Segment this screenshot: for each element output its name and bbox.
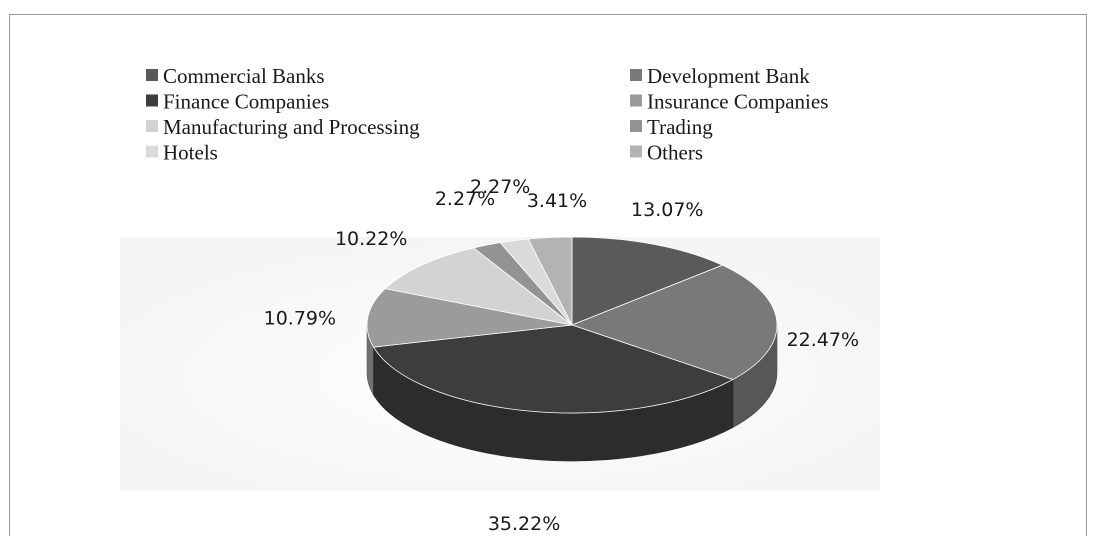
legend-swatch (630, 69, 642, 81)
legend-item-manufacturing-and-processing: Manufacturing and Processing (146, 115, 420, 139)
legend-item-trading: Trading (630, 115, 713, 139)
legend-label: Finance Companies (163, 90, 329, 114)
pie-chart: Commercial Banks Development Bank Finance … (120, 64, 880, 535)
pie (120, 236, 880, 491)
legend: Commercial Banks Development Bank Finance … (146, 64, 828, 165)
legend-item-finance-companies: Finance Companies (146, 90, 329, 114)
legend-swatch (146, 69, 158, 81)
legend-label: Insurance Companies (647, 90, 828, 114)
legend-item-insurance-companies: Insurance Companies (630, 90, 828, 114)
legend-swatch (630, 145, 642, 158)
data-label-finance-companies: 35.22% (488, 513, 560, 535)
chart-frame: Commercial Banks Development Bank Finance … (9, 14, 1087, 536)
legend-label: Commercial Banks (163, 64, 325, 88)
legend-swatch (630, 94, 642, 107)
data-labels: 13.07% 22.47% 35.22% 10.79% 10.22% 2.27%2.27%… (264, 176, 859, 535)
legend-swatch (146, 120, 158, 132)
data-label-development-bank: 22.47% (787, 329, 859, 351)
legend-label: Trading (647, 115, 713, 139)
data-label-manufacturing-and-processing: 10.22% (335, 228, 407, 250)
legend-item-others: Others (630, 141, 703, 165)
legend-swatch (146, 94, 158, 107)
legend-swatch (630, 120, 642, 132)
data-label-insurance-companies: 10.79% (264, 308, 336, 330)
data-label-trading: 2.27% (435, 188, 495, 210)
pie-slice-commercial-banks (571, 236, 724, 326)
data-label-others: 3.41% (527, 190, 587, 212)
legend-label: Hotels (163, 141, 218, 165)
legend-item-hotels: Hotels (146, 141, 218, 165)
legend-swatch (146, 145, 158, 158)
pie-slice-development-bank (570, 264, 778, 380)
pie-slice-others (527, 236, 573, 326)
pie-slice-manufacturing-and-processing (384, 247, 573, 326)
data-label-hotels: 2.27% (470, 176, 530, 198)
pie-slice-insurance-companies (366, 288, 573, 348)
legend-label: Development Bank (647, 64, 810, 88)
legend-item-development-bank: Development Bank (630, 64, 810, 88)
data-label-commercial-banks: 13.07% (631, 199, 703, 221)
legend-label: Others (647, 141, 703, 165)
legend-item-commercial-banks: Commercial Banks (146, 64, 325, 88)
legend-label: Manufacturing and Processing (163, 115, 420, 139)
pie-slice-finance-companies (372, 324, 734, 414)
